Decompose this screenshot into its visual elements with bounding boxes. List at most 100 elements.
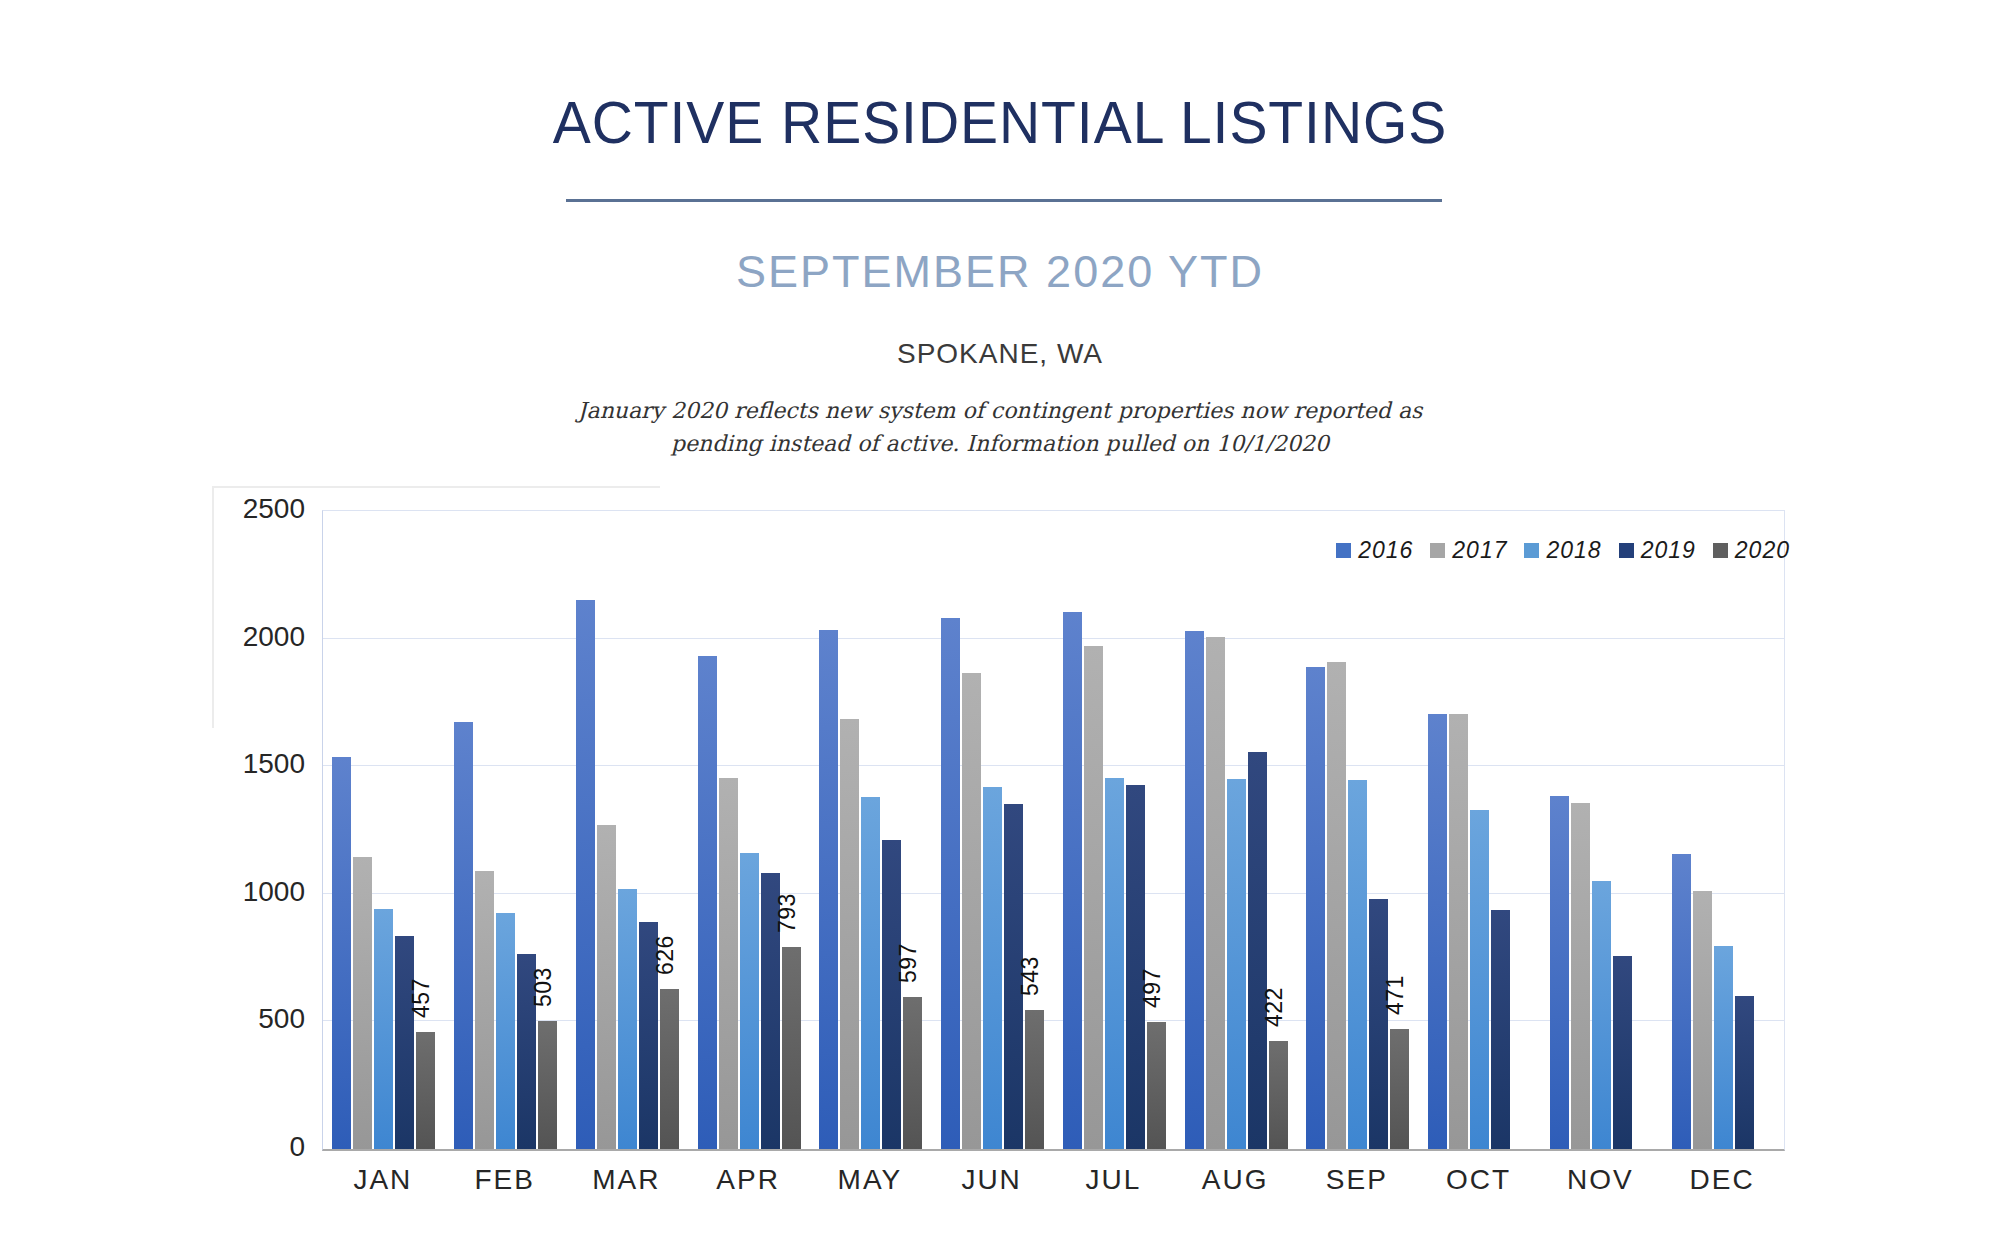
- bar-slot-2020-apr: 793: [781, 511, 802, 1149]
- page-subtitle: SEPTEMBER 2020 YTD: [0, 246, 2000, 298]
- legend-swatch-2020: [1713, 543, 1728, 558]
- bar-slot-2017-feb: [474, 511, 495, 1149]
- y-tick-label-0: 0: [180, 1131, 305, 1163]
- data-label-2020-sep: 471: [1382, 975, 1409, 1015]
- data-label-2020-may: 597: [895, 943, 922, 983]
- bar-2019-nov: [1613, 956, 1632, 1149]
- bar-2020-may: [903, 997, 922, 1149]
- bar-2016-feb: [454, 722, 473, 1149]
- bar-slot-2018-nov: [1591, 511, 1612, 1149]
- legend-label-2016: 2016: [1358, 537, 1413, 564]
- bar-2018-may: [861, 797, 880, 1149]
- bar-2018-dec: [1714, 946, 1733, 1149]
- bar-2017-jul: [1084, 646, 1103, 1149]
- bar-2017-aug: [1206, 637, 1225, 1149]
- bar-2017-feb: [475, 871, 494, 1149]
- chart-note: January 2020 reflects new system of cont…: [0, 394, 2000, 460]
- legend-label-2020: 2020: [1735, 537, 1790, 564]
- bar-group-may: 597: [810, 511, 932, 1149]
- bar-slot-2017-sep: [1326, 511, 1347, 1149]
- bar-group-jun: 543: [932, 511, 1054, 1149]
- bar-slot-2016-may: [818, 511, 839, 1149]
- legend-item-2017: 2017: [1430, 537, 1507, 564]
- bar-slot-2019-may: [881, 511, 902, 1149]
- bar-slot-2018-dec: [1713, 511, 1734, 1149]
- legend-swatch-2018: [1524, 543, 1539, 558]
- bar-slot-2018-sep: [1347, 511, 1368, 1149]
- bar-2020-sep: [1390, 1029, 1409, 1149]
- legend-label-2017: 2017: [1452, 537, 1507, 564]
- bar-group-mar: 626: [567, 511, 689, 1149]
- bar-slot-2018-oct: [1469, 511, 1490, 1149]
- y-axis-labels: 05001000150020002500: [180, 510, 305, 1148]
- bar-2016-oct: [1428, 714, 1447, 1149]
- bar-2018-oct: [1470, 810, 1489, 1149]
- bar-2017-oct: [1449, 714, 1468, 1149]
- bar-slot-2020-oct: [1511, 511, 1532, 1149]
- legend-swatch-2017: [1430, 543, 1445, 558]
- x-tick-label-feb: FEB: [444, 1164, 566, 1196]
- bar-2016-jun: [941, 618, 960, 1149]
- bar-2016-dec: [1672, 854, 1691, 1149]
- bar-slot-2019-nov: [1612, 511, 1633, 1149]
- bar-slot-2019-aug: [1247, 511, 1268, 1149]
- bar-2016-jul: [1063, 612, 1082, 1149]
- bar-slot-2018-may: [860, 511, 881, 1149]
- bar-2019-aug: [1248, 752, 1267, 1149]
- bar-2017-jan: [353, 857, 372, 1149]
- data-label-2020-feb: 503: [530, 967, 557, 1007]
- data-label-2020-aug: 422: [1261, 987, 1288, 1027]
- bar-slot-2020-jul: 497: [1146, 511, 1167, 1149]
- bar-slot-2017-jun: [961, 511, 982, 1149]
- bar-2018-nov: [1592, 881, 1611, 1149]
- bar-slot-2017-jan: [352, 511, 373, 1149]
- bar-slot-2020-dec: [1755, 511, 1776, 1149]
- bar-2018-sep: [1348, 780, 1367, 1149]
- legend-item-2020: 2020: [1713, 537, 1790, 564]
- legend-item-2018: 2018: [1524, 537, 1601, 564]
- bar-2020-mar: [660, 989, 679, 1149]
- chart-note-line1: January 2020 reflects new system of cont…: [0, 394, 2000, 427]
- data-label-2020-mar: 626: [652, 935, 679, 975]
- x-tick-label-oct: OCT: [1418, 1164, 1540, 1196]
- x-tick-label-jun: JUN: [931, 1164, 1053, 1196]
- bar-slot-2018-apr: [739, 511, 760, 1149]
- bar-group-aug: 422: [1175, 511, 1297, 1149]
- bar-slot-2016-dec: [1671, 511, 1692, 1149]
- data-label-2020-jan: 457: [408, 979, 435, 1019]
- bar-2016-may: [819, 630, 838, 1149]
- bar-2020-jun: [1025, 1010, 1044, 1149]
- bar-2019-oct: [1491, 910, 1510, 1149]
- bar-slot-2019-mar: [638, 511, 659, 1149]
- bar-slot-2019-dec: [1734, 511, 1755, 1149]
- bar-slot-2018-aug: [1226, 511, 1247, 1149]
- bar-slot-2016-mar: [575, 511, 596, 1149]
- x-tick-label-dec: DEC: [1661, 1164, 1783, 1196]
- bar-group-dec: [1662, 511, 1784, 1149]
- bar-slot-2019-jan: [394, 511, 415, 1149]
- bar-2018-apr: [740, 853, 759, 1149]
- bar-2017-mar: [597, 825, 616, 1149]
- bar-2018-mar: [618, 889, 637, 1149]
- chart-note-line2: pending instead of active. Information p…: [0, 427, 2000, 460]
- bar-slot-2016-jan: [331, 511, 352, 1149]
- legend-item-2019: 2019: [1619, 537, 1696, 564]
- legend-swatch-2016: [1336, 543, 1351, 558]
- bar-2017-dec: [1693, 891, 1712, 1149]
- legend-swatch-2019: [1619, 543, 1634, 558]
- legend-label-2018: 2018: [1546, 537, 1601, 564]
- page-title: ACTIVE RESIDENTIAL LISTINGS: [50, 88, 1950, 157]
- bar-2016-sep: [1306, 667, 1325, 1149]
- title-underline: [566, 199, 1442, 202]
- bar-slot-2016-jul: [1062, 511, 1083, 1149]
- x-tick-label-apr: APR: [687, 1164, 809, 1196]
- bar-2016-mar: [576, 600, 595, 1149]
- chart-legend: 2016 2017 2018 2019 2020: [1336, 537, 1790, 564]
- legend-item-2016: 2016: [1336, 537, 1413, 564]
- data-label-2020-jun: 543: [1017, 957, 1044, 997]
- bar-2017-apr: [719, 778, 738, 1149]
- bar-slot-2017-aug: [1205, 511, 1226, 1149]
- x-tick-label-may: MAY: [809, 1164, 931, 1196]
- y-tick-label-500: 500: [180, 1003, 305, 1035]
- bar-slot-2016-oct: [1427, 511, 1448, 1149]
